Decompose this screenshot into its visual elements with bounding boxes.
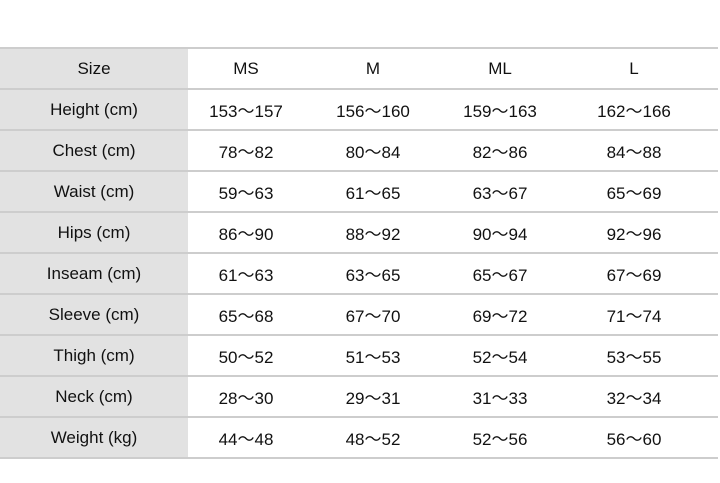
row-label: Sleeve (cm) [0,295,188,334]
table-cell: 67～70 [345,307,401,326]
row-label: Thigh (cm) [0,336,188,375]
table-cell: 52～54 [472,348,528,367]
table-cell: 63～67 [472,184,528,203]
table-cell: 48～52 [345,430,401,449]
table-cell: 50～52 [218,348,274,367]
table-cell: 61～63 [218,266,274,285]
table-row: Thigh (cm) 50～52 51～53 52～54 53～55 [0,334,718,375]
header-label: Size [0,49,188,88]
size-header-ml: ML [488,58,512,78]
row-label: Inseam (cm) [0,254,188,293]
size-header-ms: MS [233,58,259,78]
size-header-l: L [629,58,639,78]
table-cell: 61～65 [345,184,401,203]
row-label: Chest (cm) [0,131,188,170]
table-row: Inseam (cm) 61～63 63～65 65～67 67～69 [0,252,718,293]
size-header-m: M [365,58,381,78]
row-label: Weight (kg) [0,418,188,457]
table-cell: 65～67 [472,266,528,285]
table-row: Hips (cm) 86～90 88～92 90～94 92～96 [0,211,718,252]
table-row: Weight (kg) 44～48 48～52 52～56 56～60 [0,416,718,459]
table-row: Neck (cm) 28～30 29～31 31～33 32～34 [0,375,718,416]
table-cell: 156～160 [336,102,410,121]
table-cell: 69～72 [472,307,528,326]
row-label: Waist (cm) [0,172,188,211]
table-cell: 63～65 [345,266,401,285]
table-cell: 59～63 [218,184,274,203]
size-chart-table: Size MS M ML L Height (cm) 153～157 156～160… [0,47,718,459]
table-cell: 90～94 [472,225,528,244]
table-cell: 80～84 [345,143,401,162]
table-cell: 52～56 [472,430,528,449]
row-label: Hips (cm) [0,213,188,252]
table-cell: 92～96 [606,225,662,244]
table-row: Sleeve (cm) 65～68 67～70 69～72 71～74 [0,293,718,334]
table-cell: 88～92 [345,225,401,244]
table-cell: 65～68 [218,307,274,326]
table-cell: 71～74 [606,307,662,326]
table-row: Chest (cm) 78～82 80～84 82～86 84～88 [0,129,718,170]
row-label: Neck (cm) [0,377,188,416]
table-cell: 162～166 [597,102,671,121]
table-cell: 86～90 [218,225,274,244]
table-cell: 67～69 [606,266,662,285]
row-label: Height (cm) [0,90,188,129]
table-cell: 28～30 [218,389,274,408]
table-cell: 29～31 [345,389,401,408]
table-cell: 56～60 [606,430,662,449]
table-row: Height (cm) 153～157 156～160 159～163 162～166 [0,88,718,129]
table-cell: 31～33 [472,389,528,408]
table-cell: 51～53 [345,348,401,367]
table-cell: 65～69 [606,184,662,203]
table-cell: 82～86 [472,143,528,162]
table-cell: 84～88 [606,143,662,162]
table-cell: 159～163 [463,102,537,121]
table-row: Waist (cm) 59～63 61～65 63～67 65～69 [0,170,718,211]
table-cell: 44～48 [218,430,274,449]
table-cell: 53～55 [606,348,662,367]
table-cell: 153～157 [209,102,283,121]
table-cell: 32～34 [606,389,662,408]
header-row: Size MS M ML L [0,47,718,88]
table-cell: 78～82 [218,143,274,162]
